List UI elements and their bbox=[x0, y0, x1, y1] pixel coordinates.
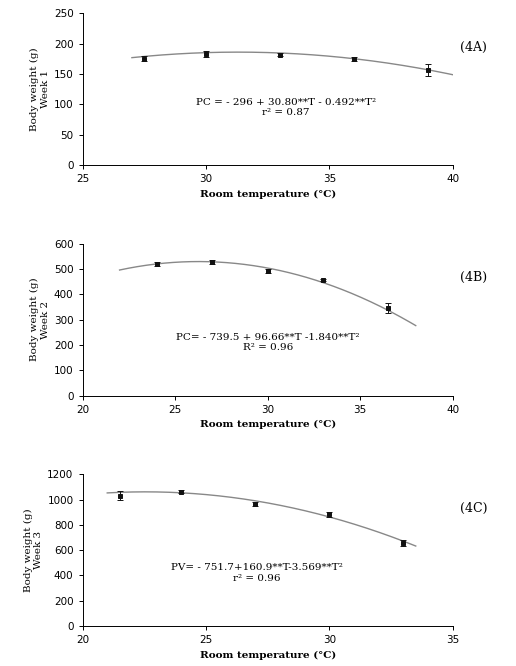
Text: PC= - 739.5 + 96.66**T -1.840**T²
R² = 0.96: PC= - 739.5 + 96.66**T -1.840**T² R² = 0… bbox=[176, 333, 360, 352]
Text: (4C): (4C) bbox=[460, 501, 487, 515]
Text: PC = - 296 + 30.80**T - 0.492**T²
r² = 0.87: PC = - 296 + 30.80**T - 0.492**T² r² = 0… bbox=[196, 98, 376, 117]
X-axis label: Room temperature (°C): Room temperature (°C) bbox=[200, 651, 336, 660]
Y-axis label: Body weight (g)
Week 1: Body weight (g) Week 1 bbox=[30, 47, 50, 131]
X-axis label: Room temperature (°C): Room temperature (°C) bbox=[200, 190, 336, 198]
Text: (4B): (4B) bbox=[460, 271, 487, 284]
Y-axis label: Body weight (g)
Week 3: Body weight (g) Week 3 bbox=[24, 508, 43, 592]
Y-axis label: Body weight (g)
Week 2: Body weight (g) Week 2 bbox=[30, 278, 50, 362]
X-axis label: Room temperature (°C): Room temperature (°C) bbox=[200, 420, 336, 429]
Text: PV= - 751.7+160.9**T-3.569**T²
r² = 0.96: PV= - 751.7+160.9**T-3.569**T² r² = 0.96 bbox=[171, 563, 343, 583]
Text: (4A): (4A) bbox=[460, 41, 487, 54]
